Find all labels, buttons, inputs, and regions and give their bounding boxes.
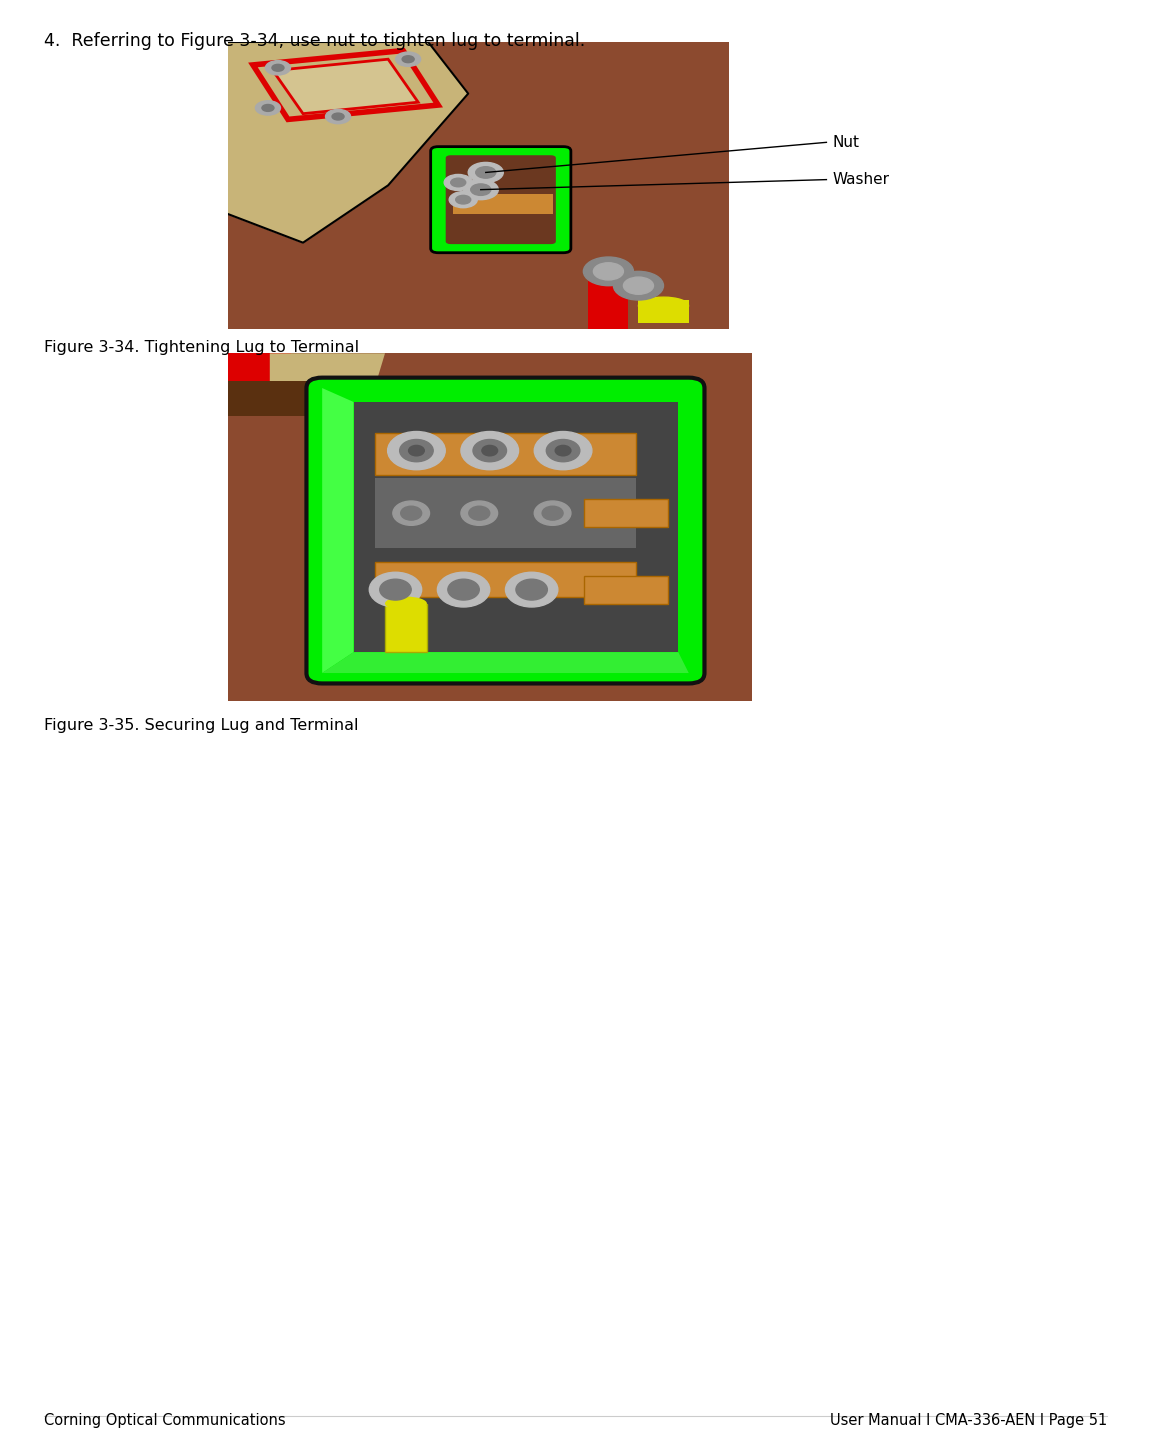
Polygon shape <box>253 51 439 119</box>
Bar <box>384 604 427 652</box>
Bar <box>639 300 688 323</box>
Bar <box>588 271 628 329</box>
Polygon shape <box>322 652 688 673</box>
Text: Nut: Nut <box>832 135 859 149</box>
Circle shape <box>402 56 414 62</box>
Circle shape <box>437 572 490 607</box>
Circle shape <box>262 104 274 111</box>
Circle shape <box>388 432 445 469</box>
Text: 4.  Referring to Figure 3-34, use nut to tighten lug to terminal.: 4. Referring to Figure 3-34, use nut to … <box>44 32 585 49</box>
Circle shape <box>449 191 478 207</box>
Circle shape <box>594 262 624 279</box>
FancyBboxPatch shape <box>445 155 556 245</box>
Circle shape <box>463 180 498 200</box>
Polygon shape <box>228 42 418 156</box>
Circle shape <box>256 101 281 114</box>
Circle shape <box>475 167 496 178</box>
Bar <box>374 433 637 475</box>
Bar <box>228 381 343 416</box>
Circle shape <box>331 113 344 120</box>
Text: Figure 3-34. Tightening Lug to Terminal: Figure 3-34. Tightening Lug to Terminal <box>44 340 359 355</box>
Circle shape <box>534 432 592 469</box>
Polygon shape <box>273 59 418 114</box>
Circle shape <box>624 277 654 294</box>
Text: User Manual I CMA-336-AEN I Page 51: User Manual I CMA-336-AEN I Page 51 <box>830 1413 1107 1428</box>
Text: Washer: Washer <box>832 172 890 187</box>
Circle shape <box>448 579 479 599</box>
Circle shape <box>460 501 497 526</box>
Circle shape <box>460 432 519 469</box>
Circle shape <box>444 174 472 191</box>
Circle shape <box>468 162 503 182</box>
Polygon shape <box>322 388 353 673</box>
Circle shape <box>392 501 429 526</box>
Circle shape <box>547 440 580 462</box>
Bar <box>584 500 668 527</box>
Circle shape <box>482 446 497 456</box>
Polygon shape <box>228 42 468 243</box>
FancyBboxPatch shape <box>430 146 571 253</box>
Circle shape <box>326 110 351 123</box>
Circle shape <box>542 507 563 520</box>
Circle shape <box>451 178 466 187</box>
Circle shape <box>380 579 411 599</box>
Circle shape <box>613 271 663 300</box>
Circle shape <box>516 579 548 599</box>
Text: Corning Optical Communications: Corning Optical Communications <box>44 1413 285 1428</box>
Circle shape <box>468 507 490 520</box>
Circle shape <box>409 446 425 456</box>
Circle shape <box>505 572 558 607</box>
Ellipse shape <box>384 597 427 611</box>
Circle shape <box>396 52 420 67</box>
Circle shape <box>369 572 421 607</box>
Circle shape <box>399 440 433 462</box>
Text: Figure 3-35. Securing Lug and Terminal: Figure 3-35. Securing Lug and Terminal <box>44 718 358 733</box>
Bar <box>374 562 637 597</box>
Circle shape <box>555 446 571 456</box>
Circle shape <box>272 64 284 71</box>
Polygon shape <box>269 353 384 388</box>
Ellipse shape <box>639 297 688 314</box>
Circle shape <box>534 501 571 526</box>
Circle shape <box>471 184 490 195</box>
Circle shape <box>266 61 290 75</box>
Bar <box>584 576 668 604</box>
FancyBboxPatch shape <box>353 403 678 652</box>
Bar <box>374 478 637 547</box>
Circle shape <box>473 440 506 462</box>
Circle shape <box>401 507 421 520</box>
Circle shape <box>456 195 471 204</box>
Circle shape <box>584 258 633 285</box>
Bar <box>228 353 291 388</box>
FancyBboxPatch shape <box>306 378 704 683</box>
Bar <box>453 194 554 214</box>
